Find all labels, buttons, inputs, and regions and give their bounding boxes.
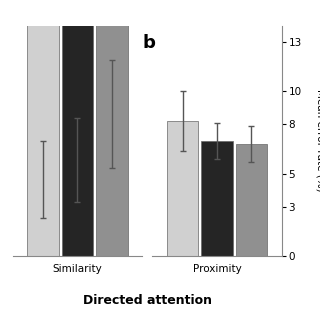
Bar	[201, 141, 233, 256]
Text: Directed attention: Directed attention	[83, 294, 212, 307]
Bar	[167, 121, 198, 256]
Text: b: b	[142, 34, 155, 52]
Bar	[236, 144, 267, 256]
Bar	[62, 0, 93, 256]
Bar	[27, 0, 59, 256]
Y-axis label: Mean error rate (%): Mean error rate (%)	[316, 90, 320, 192]
Bar	[96, 0, 128, 256]
